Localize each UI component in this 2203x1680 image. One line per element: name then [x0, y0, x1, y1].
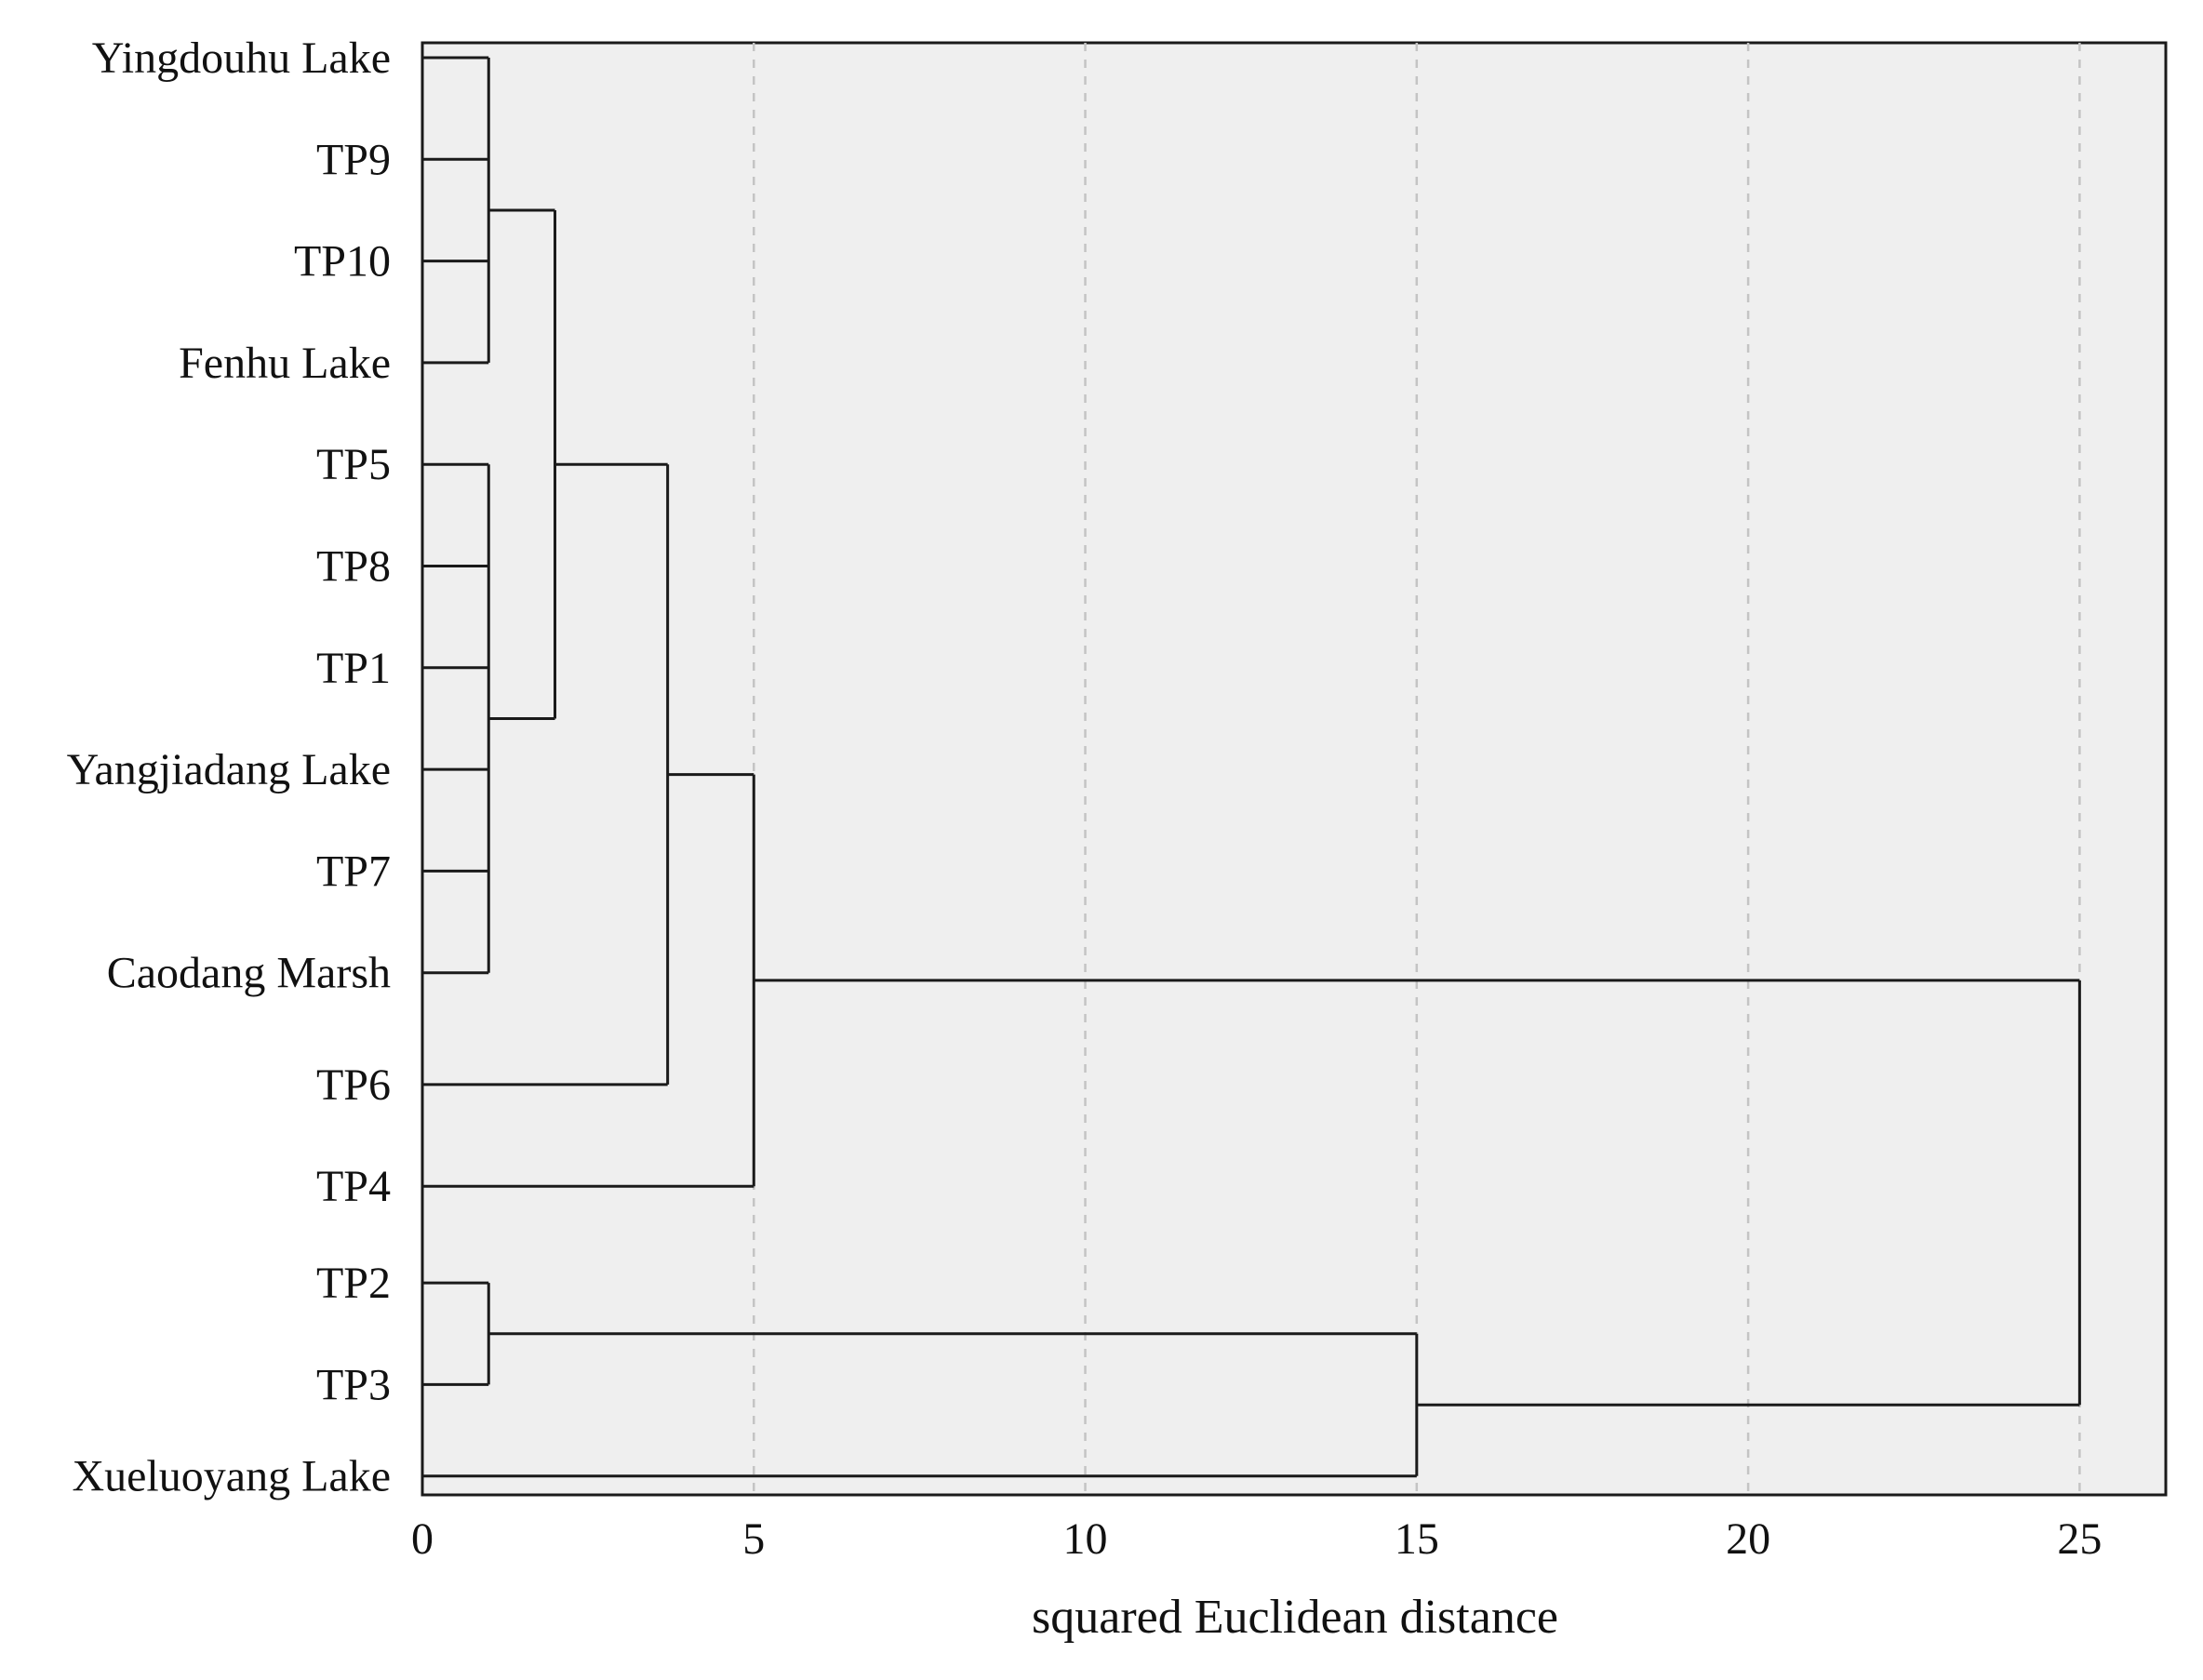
leaf-label-13: TP3 — [316, 1360, 391, 1409]
leaf-label-2: TP10 — [294, 237, 391, 287]
leaf-labels: Yingdouhu Lake TP9 TP10 Fenhu Lake TP5 TP8 TP1… — [67, 33, 391, 1501]
dendrogram-links — [422, 56, 2081, 1478]
x-tick-label-4: 20 — [1726, 1514, 1770, 1564]
x-axis-ticks: 0 5 10 15 20 25 — [411, 1514, 2102, 1564]
leaf-label-11: TP4 — [316, 1162, 391, 1211]
grid-lines — [753, 43, 2081, 1495]
leaf-label-4: TP5 — [316, 440, 391, 489]
leaf-label-0: Yingdouhu Lake — [92, 33, 391, 83]
leaf-label-9: Caodang Marsh — [107, 949, 391, 998]
x-tick-label-0: 0 — [411, 1514, 434, 1564]
x-axis-label: squared Euclidean distance — [1032, 1591, 1558, 1644]
leaf-label-10: TP6 — [316, 1060, 391, 1110]
plot-background — [421, 41, 2168, 1497]
leaf-label-5: TP8 — [316, 542, 391, 592]
leaf-label-12: TP2 — [316, 1259, 391, 1308]
x-tick-label-1: 5 — [742, 1514, 765, 1564]
leaf-label-3: Fenhu Lake — [179, 339, 391, 388]
leaf-label-6: TP1 — [316, 644, 391, 693]
leaf-label-1: TP9 — [316, 135, 391, 184]
x-tick-label-3: 15 — [1395, 1514, 1439, 1564]
leaf-label-8: TP7 — [316, 847, 391, 896]
x-tick-label-2: 10 — [1063, 1514, 1108, 1564]
leaf-label-14: Xueluoyang Lake — [72, 1452, 391, 1501]
leaf-label-7: Yangjiadang Lake — [67, 745, 391, 794]
x-tick-label-5: 25 — [2057, 1514, 2102, 1564]
